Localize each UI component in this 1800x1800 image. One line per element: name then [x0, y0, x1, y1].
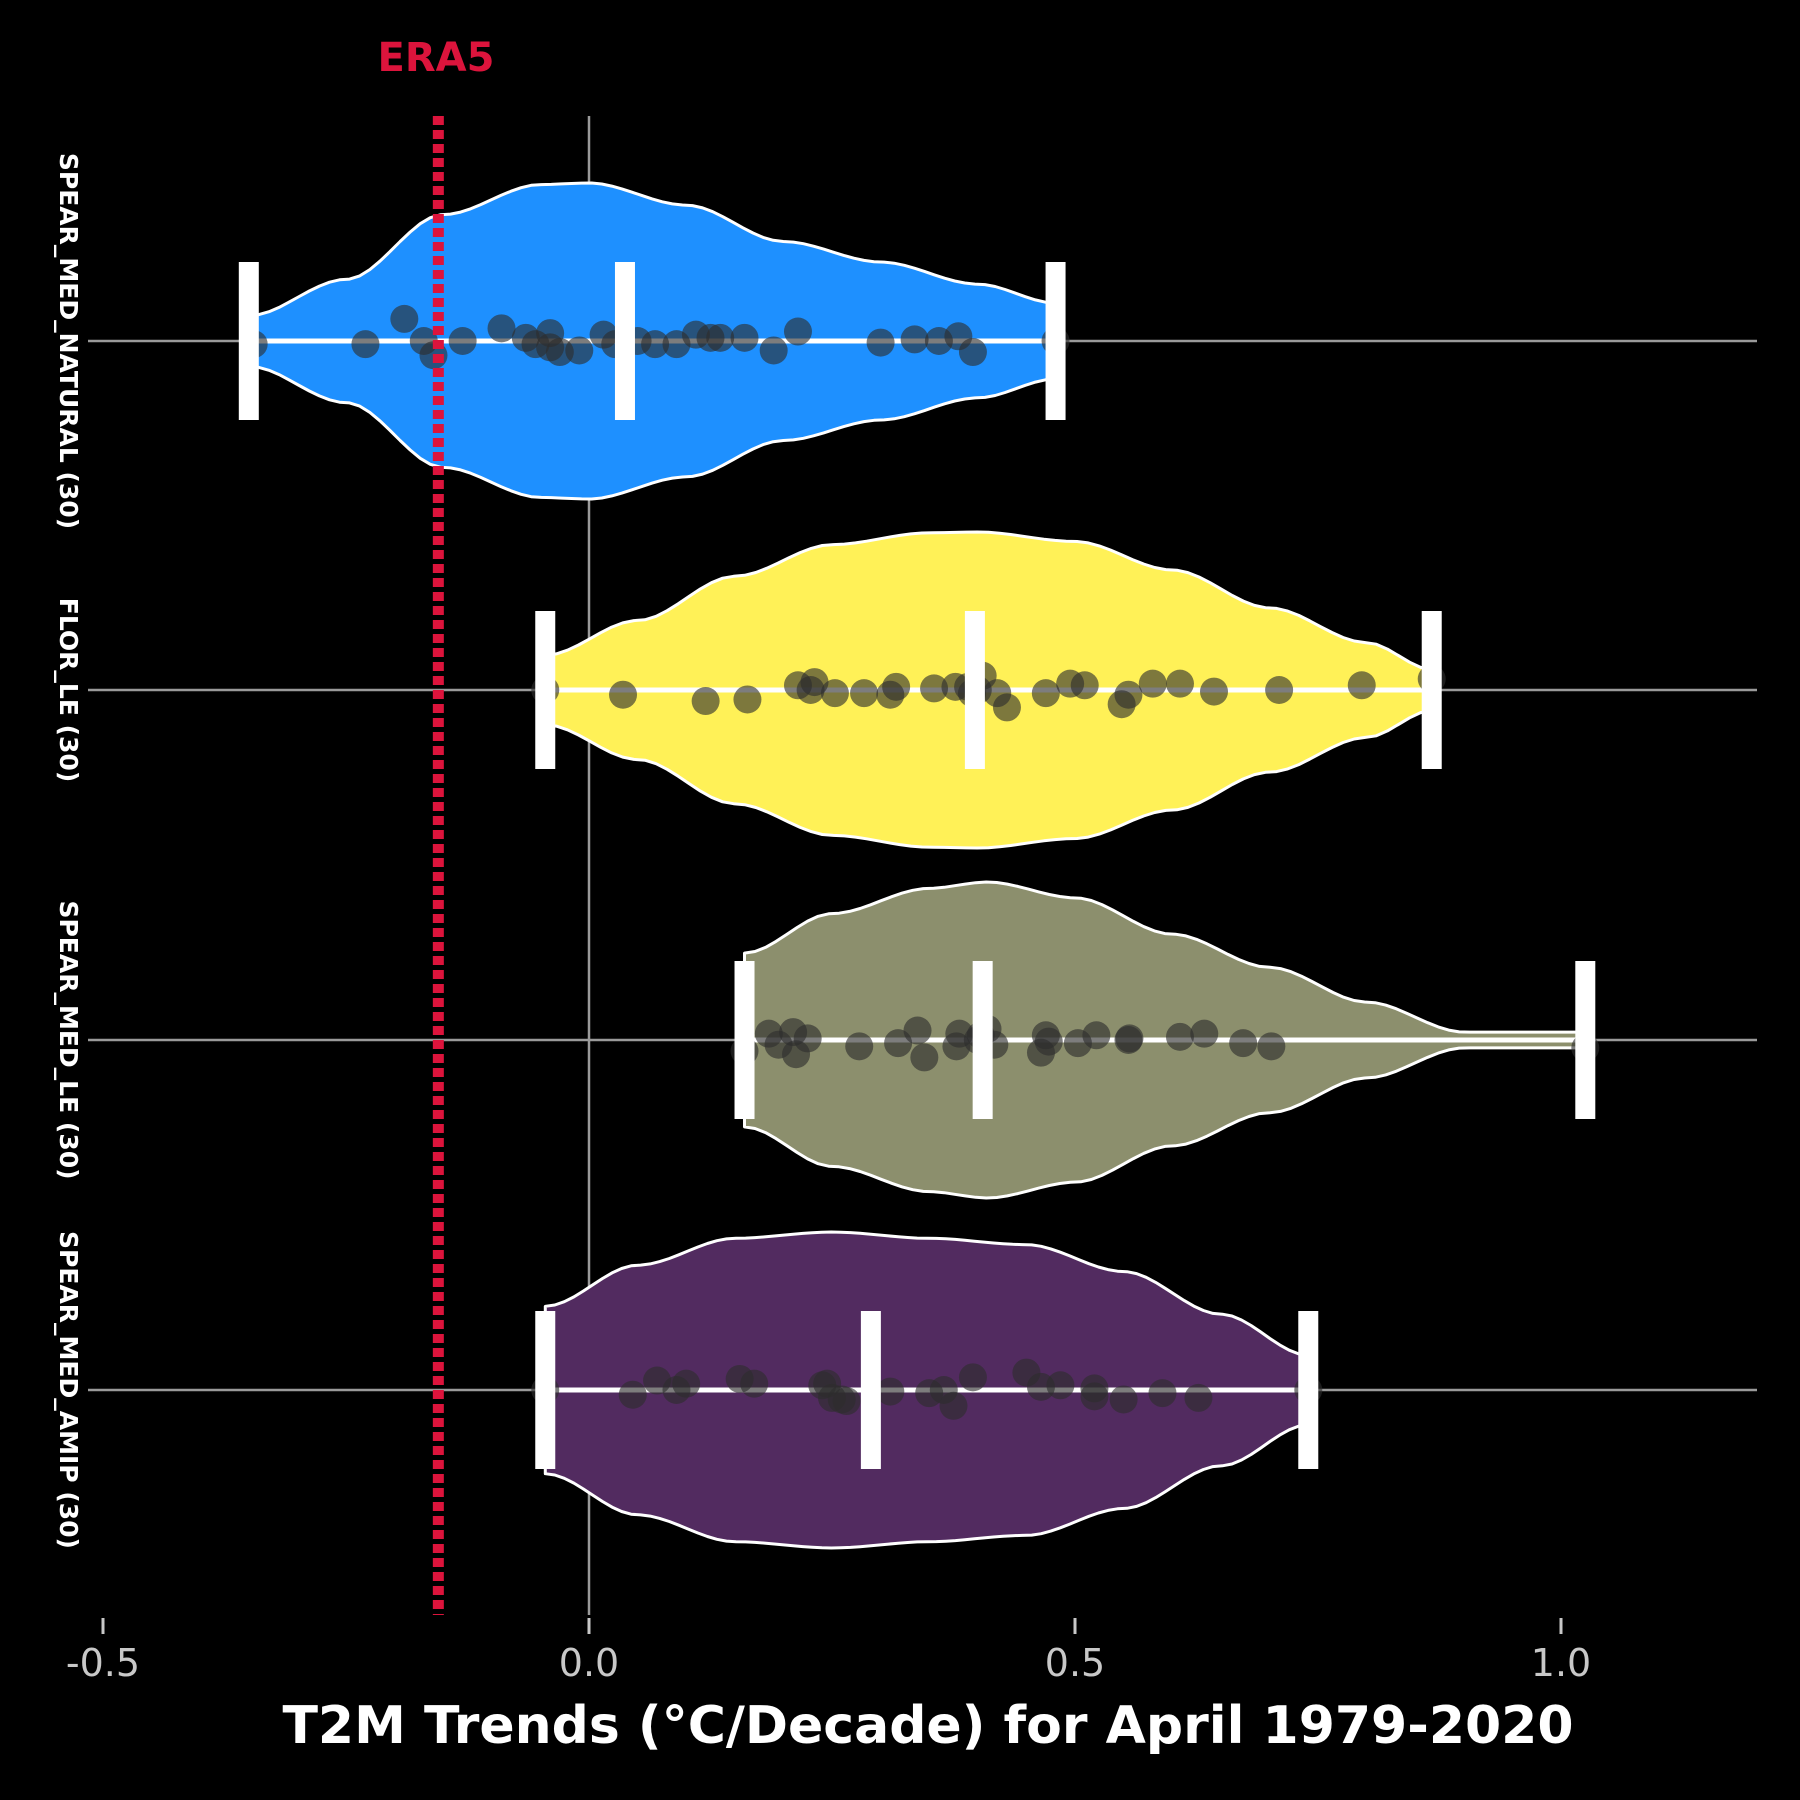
max-bar-spear-med-natural-30	[1045, 262, 1066, 420]
data-point-flor-le-30	[1165, 669, 1194, 698]
median-bar-spear-med-le-30	[972, 961, 993, 1119]
data-point-spear-med-natural-30	[759, 336, 788, 365]
data-point-spear-med-le-30	[1165, 1022, 1194, 1051]
data-point-flor-le-30	[920, 674, 949, 703]
category-label-flor-le-30: FLOR_LE (30)	[54, 598, 83, 782]
min-bar-spear-med-amip-30	[535, 1311, 556, 1469]
x-tick-label: 0.0	[559, 1641, 619, 1685]
data-point-spear-med-natural-30	[958, 338, 987, 367]
data-point-flor-le-30	[800, 668, 829, 697]
median-bar-spear-med-natural-30	[614, 262, 635, 420]
data-point-spear-med-le-30	[1229, 1029, 1258, 1058]
min-bar-flor-le-30	[535, 611, 556, 769]
data-point-flor-le-30	[1031, 679, 1060, 708]
data-point-flor-le-30	[992, 693, 1021, 722]
data-point-spear-med-natural-30	[351, 330, 380, 359]
data-point-spear-med-natural-30	[448, 327, 477, 355]
data-point-spear-med-natural-30	[390, 304, 419, 333]
data-point-flor-le-30	[1347, 671, 1376, 700]
max-bar-spear-med-amip-30	[1298, 1311, 1319, 1469]
data-point-spear-med-natural-30	[783, 317, 812, 346]
max-bar-spear-med-le-30	[1575, 961, 1596, 1119]
data-point-spear-med-le-30	[845, 1032, 874, 1061]
data-point-spear-med-amip-30	[740, 1369, 769, 1398]
data-point-spear-med-le-30	[903, 1016, 932, 1045]
data-point-spear-med-amip-30	[1046, 1371, 1075, 1400]
data-point-spear-med-amip-30	[1109, 1385, 1138, 1414]
data-point-spear-med-amip-30	[939, 1391, 968, 1420]
x-axis: -0.5 0.0 0.5 1.0	[66, 1618, 1591, 1685]
data-point-spear-med-le-30	[1257, 1032, 1286, 1061]
data-point-spear-med-le-30	[793, 1024, 822, 1053]
violins	[238, 181, 1600, 1550]
data-point-spear-med-natural-30	[730, 323, 759, 352]
data-point-spear-med-natural-30	[565, 336, 594, 365]
data-point-flor-le-30	[733, 685, 762, 714]
min-bar-spear-med-le-30	[734, 961, 755, 1119]
x-tick-label: 0.5	[1045, 1641, 1105, 1685]
data-point-spear-med-amip-30	[876, 1377, 905, 1406]
data-point-spear-med-amip-30	[1080, 1382, 1109, 1411]
data-point-spear-med-natural-30	[706, 323, 735, 352]
x-axis-title: T2M Trends (°C/Decade) for April 1979-20…	[282, 1696, 1573, 1756]
max-bar-flor-le-30	[1421, 611, 1442, 769]
category-label-spear-med-le-30: SPEAR_MED_LE (30)	[54, 900, 83, 1179]
data-point-flor-le-30	[1138, 669, 1167, 698]
x-tick-label: -0.5	[66, 1641, 140, 1685]
data-point-flor-le-30	[1070, 671, 1099, 700]
data-point-spear-med-le-30	[1115, 1024, 1144, 1053]
median-bar-flor-le-30	[964, 611, 985, 769]
data-point-flor-le-30	[882, 672, 911, 701]
min-bar-spear-med-natural-30	[238, 262, 259, 420]
data-point-flor-le-30	[1199, 677, 1228, 706]
data-point-spear-med-le-30	[1031, 1021, 1060, 1050]
category-labels: SPEAR_MED_NATURAL (30) FLOR_LE (30) SPEAR_…	[54, 153, 83, 1549]
data-point-spear-med-le-30	[1082, 1021, 1111, 1050]
data-point-spear-med-amip-30	[1148, 1379, 1177, 1408]
data-point-flor-le-30	[850, 679, 879, 708]
data-point-flor-le-30	[1114, 680, 1143, 709]
data-point-flor-le-30	[609, 680, 638, 709]
data-point-spear-med-natural-30	[900, 325, 929, 354]
data-point-spear-med-amip-30	[832, 1387, 861, 1416]
data-point-spear-med-natural-30	[641, 330, 670, 359]
median-bar-spear-med-amip-30	[860, 1311, 881, 1469]
data-point-flor-le-30	[691, 687, 720, 716]
data-point-spear-med-amip-30	[958, 1363, 987, 1392]
data-point-spear-med-natural-30	[866, 328, 895, 357]
data-point-spear-med-amip-30	[672, 1369, 701, 1398]
data-point-spear-med-natural-30	[487, 314, 516, 343]
data-point-flor-le-30	[1265, 676, 1294, 704]
category-label-spear-med-amip-30: SPEAR_MED_AMIP (30)	[54, 1231, 83, 1549]
data-point-flor-le-30	[820, 679, 849, 708]
data-point-spear-med-le-30	[1190, 1019, 1219, 1048]
x-tick-label: 1.0	[1531, 1641, 1591, 1685]
data-point-spear-med-amip-30	[618, 1380, 647, 1409]
category-label-spear-med-natural-30: SPEAR_MED_NATURAL (30)	[54, 153, 83, 529]
data-point-spear-med-le-30	[910, 1043, 939, 1072]
era5-label: ERA5	[378, 35, 495, 81]
data-point-spear-med-amip-30	[1184, 1383, 1213, 1412]
